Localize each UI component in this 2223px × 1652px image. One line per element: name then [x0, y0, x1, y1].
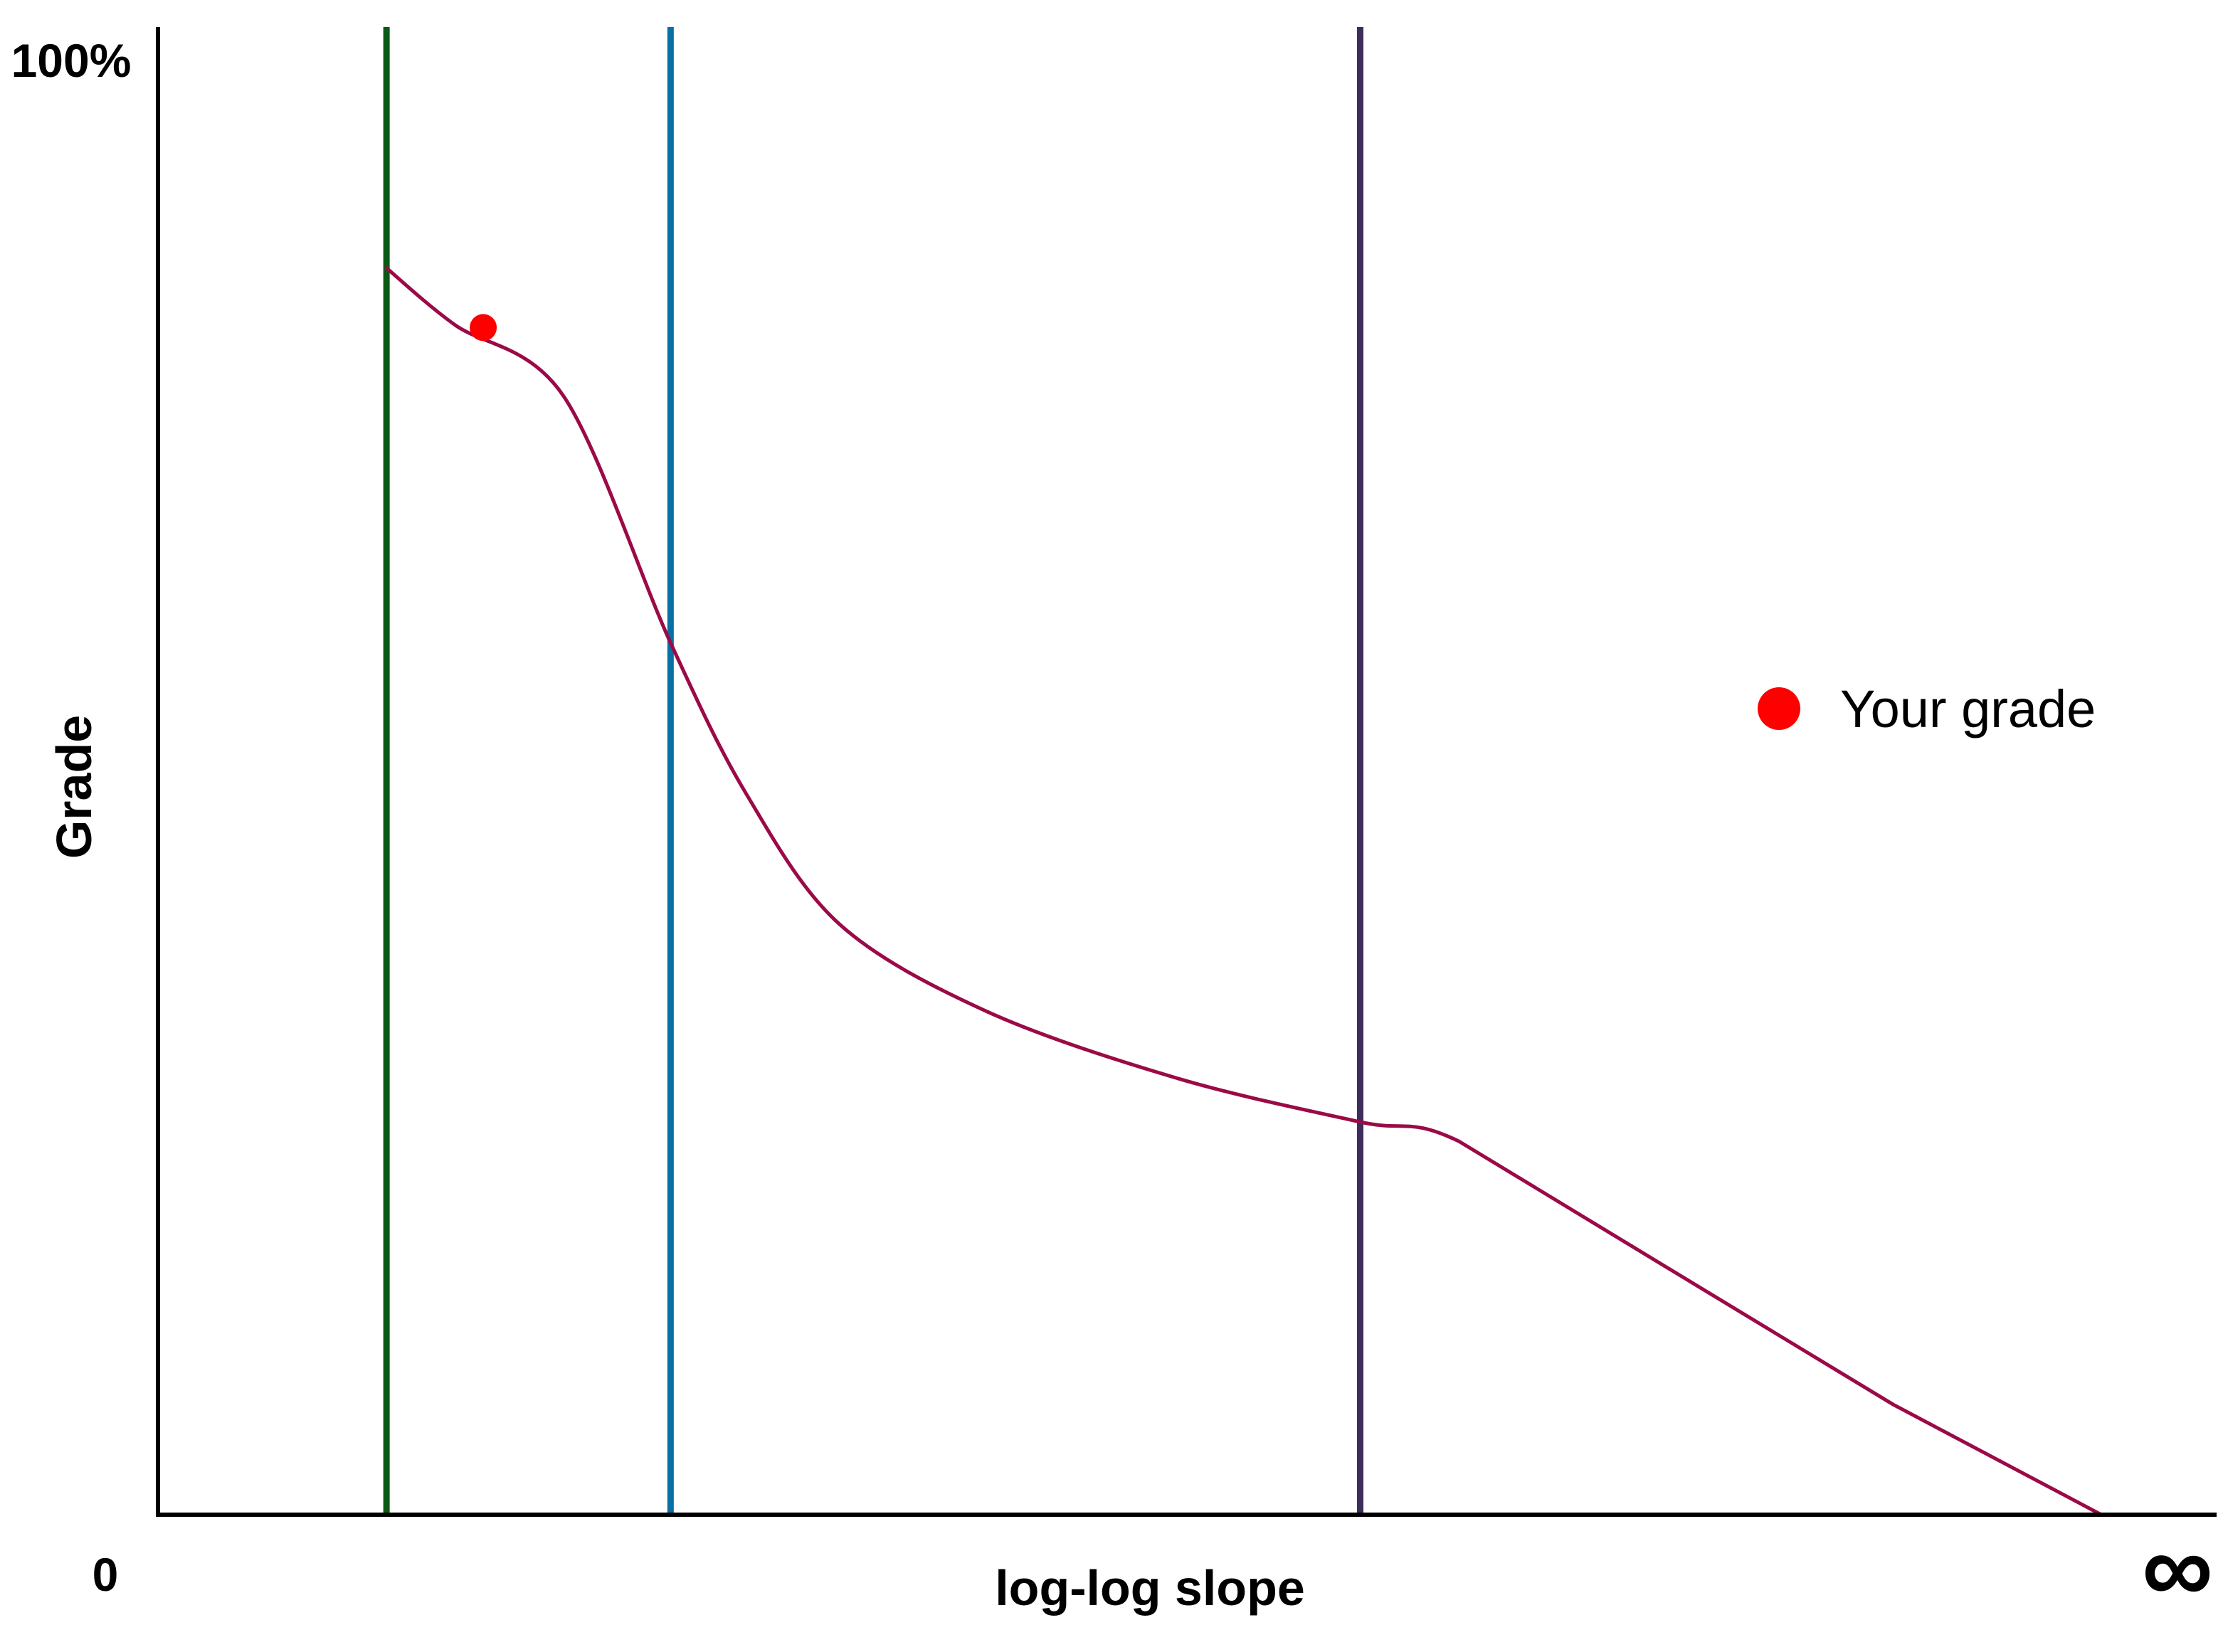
- vertical-reference-lines: [383, 27, 1364, 1515]
- legend-your-grade-dot: [1758, 687, 1800, 730]
- x-axis-title: log-log slope: [995, 1560, 1305, 1616]
- markers: [470, 314, 497, 341]
- x-tick-end: ∞: [2142, 1512, 2213, 1624]
- grade-curve: [384, 266, 2103, 1517]
- y-tick-top: 100%: [11, 34, 132, 87]
- y-axis-title: Grade: [46, 715, 102, 859]
- x-tick-start: 0: [93, 1548, 119, 1601]
- your-grade-marker: [470, 314, 497, 341]
- legend: Your grade: [1758, 679, 2096, 738]
- legend-your-grade-label: Your grade: [1840, 679, 2096, 738]
